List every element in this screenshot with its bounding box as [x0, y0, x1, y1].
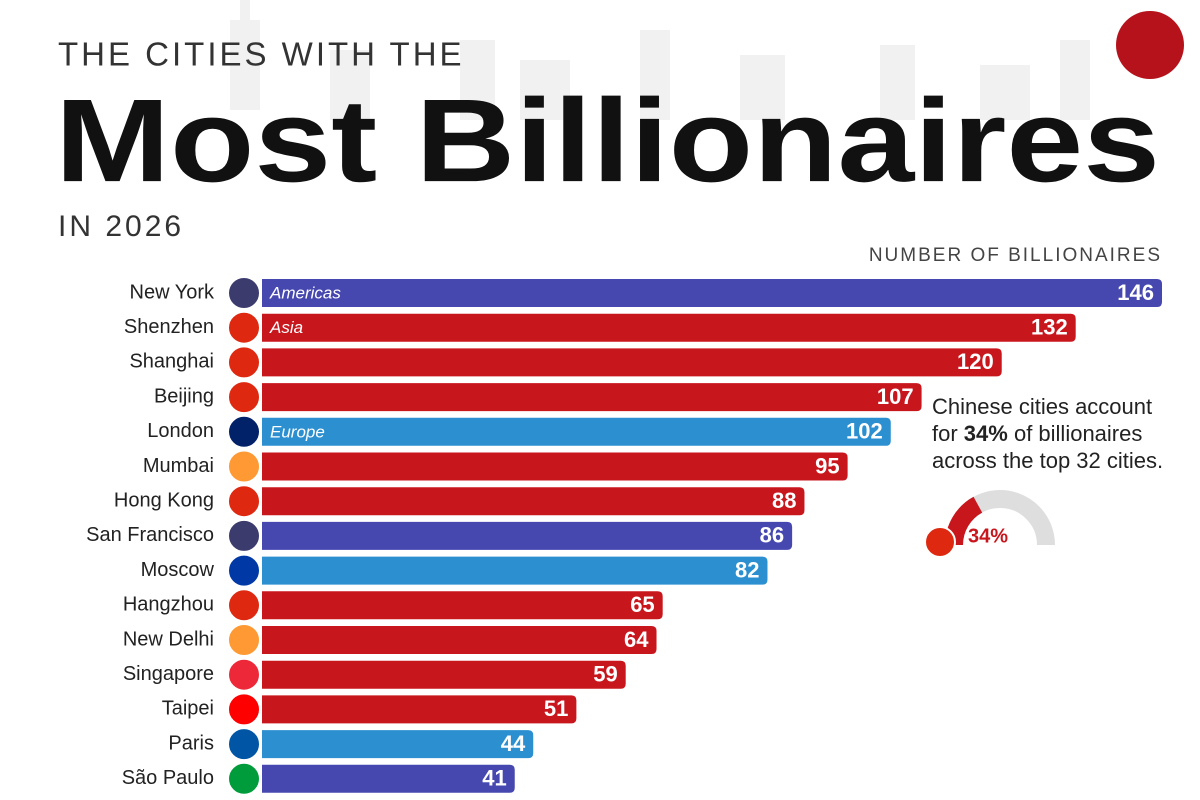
- bars: New York Shenzhen Shanghai Beijing London Mum…: [86, 276, 1162, 796]
- value-label: 120: [957, 349, 994, 374]
- flag: [227, 588, 261, 623]
- bar: [262, 556, 768, 585]
- bar: [262, 660, 626, 689]
- category-label: New York: [130, 281, 215, 303]
- bar: [262, 417, 891, 446]
- flag: [227, 692, 261, 727]
- annotation-text: across the top 32 cities.: [932, 448, 1163, 473]
- value-label: 51: [544, 696, 568, 721]
- category-label: Hangzhou: [123, 594, 214, 616]
- value-label: 64: [624, 627, 649, 652]
- value-label: 107: [877, 384, 914, 409]
- series-label: Europe: [270, 422, 325, 441]
- category-label: San Francisco: [86, 524, 214, 546]
- bar: [262, 730, 534, 759]
- value-label: 95: [815, 453, 839, 478]
- flag: [924, 526, 956, 558]
- flag: [227, 657, 261, 692]
- axis-label: NUMBER OF BILLIONAIRES: [869, 245, 1162, 266]
- category-label: São Paulo: [122, 767, 214, 789]
- value-label: 86: [760, 523, 784, 548]
- flag: [227, 414, 261, 449]
- bar: [262, 764, 515, 793]
- logo: [1116, 11, 1184, 79]
- subtitle: IN 2026: [58, 210, 184, 243]
- skyline: [230, 0, 1090, 120]
- annotation-text: 34%: [964, 421, 1008, 446]
- category-label: Taipei: [162, 698, 214, 720]
- annotation-text: Chinese cities account: [932, 394, 1152, 419]
- bar: [262, 348, 1002, 377]
- bar: [262, 695, 577, 724]
- category-label: London: [147, 420, 214, 442]
- value-label: 82: [735, 557, 759, 582]
- value-label: 88: [772, 488, 796, 513]
- gauge-label: 34%: [968, 525, 1008, 547]
- flag: [227, 761, 261, 796]
- annotation-text: of billionaires: [1008, 421, 1143, 446]
- value-label: 59: [593, 662, 617, 687]
- gauge: 34%: [924, 490, 1055, 558]
- flag: [227, 623, 261, 657]
- category-label: Hong Kong: [114, 489, 214, 511]
- bar: [262, 279, 1162, 307]
- category-label: Moscow: [141, 559, 215, 581]
- flag: [227, 449, 261, 484]
- category-label: Singapore: [123, 663, 214, 685]
- series-label: Asia: [269, 318, 303, 337]
- category-label: New Delhi: [123, 628, 214, 650]
- flag: [227, 345, 261, 380]
- flag: [227, 380, 261, 415]
- flag: [227, 727, 261, 762]
- value-label: 132: [1031, 315, 1068, 340]
- kicker: THE CITIES WITH THE: [58, 36, 465, 73]
- category-label: Shenzhen: [124, 316, 214, 338]
- value-label: 65: [630, 592, 654, 617]
- category-label: Shanghai: [129, 351, 214, 373]
- bar: [262, 521, 793, 550]
- value-label: 102: [846, 419, 883, 444]
- bar: [262, 383, 922, 412]
- value-label: 146: [1117, 280, 1154, 305]
- annotation-text: for: [932, 421, 964, 446]
- flag: [227, 484, 261, 519]
- category-label: Paris: [168, 732, 214, 754]
- bar: [262, 452, 848, 481]
- flag: [227, 553, 261, 588]
- bar: [262, 626, 657, 654]
- bar: [262, 487, 805, 516]
- series-label: Americas: [269, 283, 341, 302]
- flag: [227, 310, 261, 345]
- category-label: Mumbai: [143, 455, 214, 477]
- flag: [227, 518, 261, 553]
- value-label: 44: [501, 731, 526, 756]
- bar: [262, 591, 663, 620]
- chart-title: Most Billionaires: [55, 75, 1160, 207]
- flag: [227, 276, 261, 310]
- value-label: 41: [482, 766, 506, 791]
- bar: [262, 313, 1076, 342]
- category-label: Beijing: [154, 385, 214, 407]
- annotation: Chinese cities account for 34% of billion…: [932, 394, 1163, 473]
